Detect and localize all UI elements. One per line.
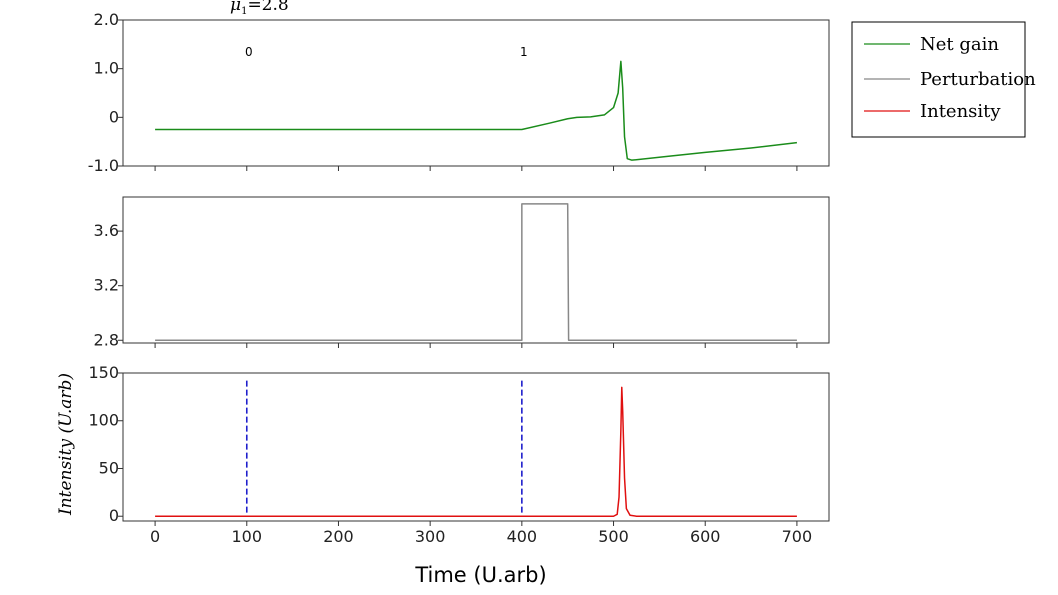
panel-frame <box>122 19 830 167</box>
legend-label: Intensity <box>920 101 1001 122</box>
marker-label: 0 <box>245 45 253 59</box>
y-tick-label: 3.2 <box>94 276 119 295</box>
x-tick-label: 300 <box>415 527 446 546</box>
y-tick-label: 100 <box>88 411 119 430</box>
y-tick-label: 50 <box>99 458 119 477</box>
x-tick-label: 400 <box>507 527 538 546</box>
y-tick-label: 2.0 <box>94 10 119 29</box>
x-tick-label: 200 <box>323 527 354 546</box>
y-axis-label: Intensity (U.arb) <box>56 373 76 516</box>
x-tick-label: 500 <box>598 527 629 546</box>
panel-frame <box>122 196 830 344</box>
x-axis-label: Time (U.arb) <box>414 563 546 587</box>
mu-annotation-subscript: 1 <box>241 6 247 17</box>
x-tick-label: 100 <box>232 527 263 546</box>
y-tick-label: -1.0 <box>88 156 119 175</box>
legend: Net gain Perturbation Intensity <box>851 21 1036 138</box>
y-tick-label: 0 <box>109 107 119 126</box>
y-tick-label: 0 <box>109 506 119 525</box>
x-tick-label: 700 <box>782 527 813 546</box>
x-tick-label: 600 <box>690 527 721 546</box>
annotation-layer: μ1=2.8 <box>230 0 289 17</box>
y-tick-label: 2.8 <box>94 330 119 349</box>
y-tick-label: 1.0 <box>94 59 119 78</box>
legend-label: Net gain <box>920 34 999 55</box>
legend-label: Perturbation <box>920 69 1036 90</box>
mu-annotation-symbol: μ <box>230 0 241 15</box>
marker-label: 1 <box>520 45 528 59</box>
series-line-intensity <box>155 386 797 517</box>
panel-middle: 3.6 3.2 2.8 <box>94 196 830 349</box>
panel-frame <box>122 372 830 522</box>
series-line-perturbation <box>155 203 797 342</box>
legend-entries: Net gain Perturbation Intensity <box>864 34 1036 122</box>
y-tick-label: 3.6 <box>94 221 119 240</box>
panel-top: 2.0 1.0 0 -1.0 0 1 <box>88 10 830 175</box>
mu-annotation: μ1=2.8 <box>230 0 289 17</box>
x-tick-label: 0 <box>150 527 160 546</box>
series-line-net-gain <box>155 60 797 161</box>
mu-annotation-value: =2.8 <box>247 0 288 15</box>
y-tick-label: 150 <box>88 363 119 382</box>
